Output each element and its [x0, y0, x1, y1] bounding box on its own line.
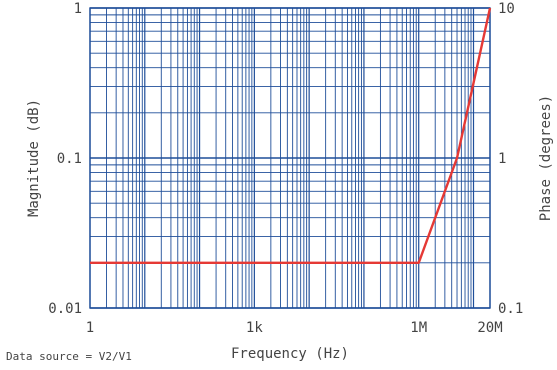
x-tick-label: 20M	[477, 320, 502, 336]
x-tick-label: 1	[86, 320, 94, 336]
series-line	[90, 7, 492, 265]
x-tick-label: 1k	[246, 320, 263, 336]
y2-tick-label: 1	[498, 151, 506, 167]
tick-labels: 1 1k 1M 20M 1 0.1 0.01 10 1 0.1	[48, 1, 523, 336]
y2-tick-label: 0.1	[498, 301, 523, 317]
grid	[89, 7, 491, 309]
y-tick-label: 0.1	[57, 151, 82, 167]
series-layer	[90, 7, 492, 265]
y-tick-label: 0.01	[48, 301, 82, 317]
y-tick-label: 1	[74, 1, 82, 17]
y-axis-label: Magnitude (dB)	[26, 99, 42, 217]
x-axis-label: Frequency (Hz)	[231, 346, 349, 362]
x-tick-label: 1M	[410, 320, 427, 336]
data-source-note: Data source = V2/V1	[6, 350, 132, 363]
plot-frame	[89, 7, 491, 309]
y2-axis-label: Phase (degrees)	[538, 95, 554, 221]
y2-tick-label: 10	[498, 1, 515, 17]
